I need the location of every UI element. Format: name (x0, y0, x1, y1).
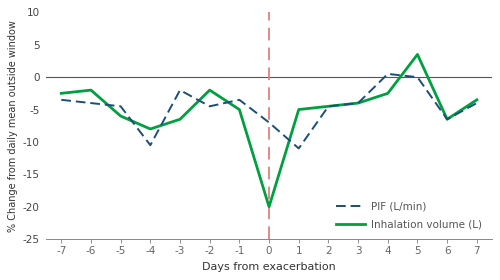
Y-axis label: % Change from daily mean outside window: % Change from daily mean outside window (8, 20, 18, 232)
X-axis label: Days from exacerbation: Days from exacerbation (202, 262, 336, 272)
Legend: PIF (L/min), Inhalation volume (L): PIF (L/min), Inhalation volume (L) (332, 197, 486, 234)
